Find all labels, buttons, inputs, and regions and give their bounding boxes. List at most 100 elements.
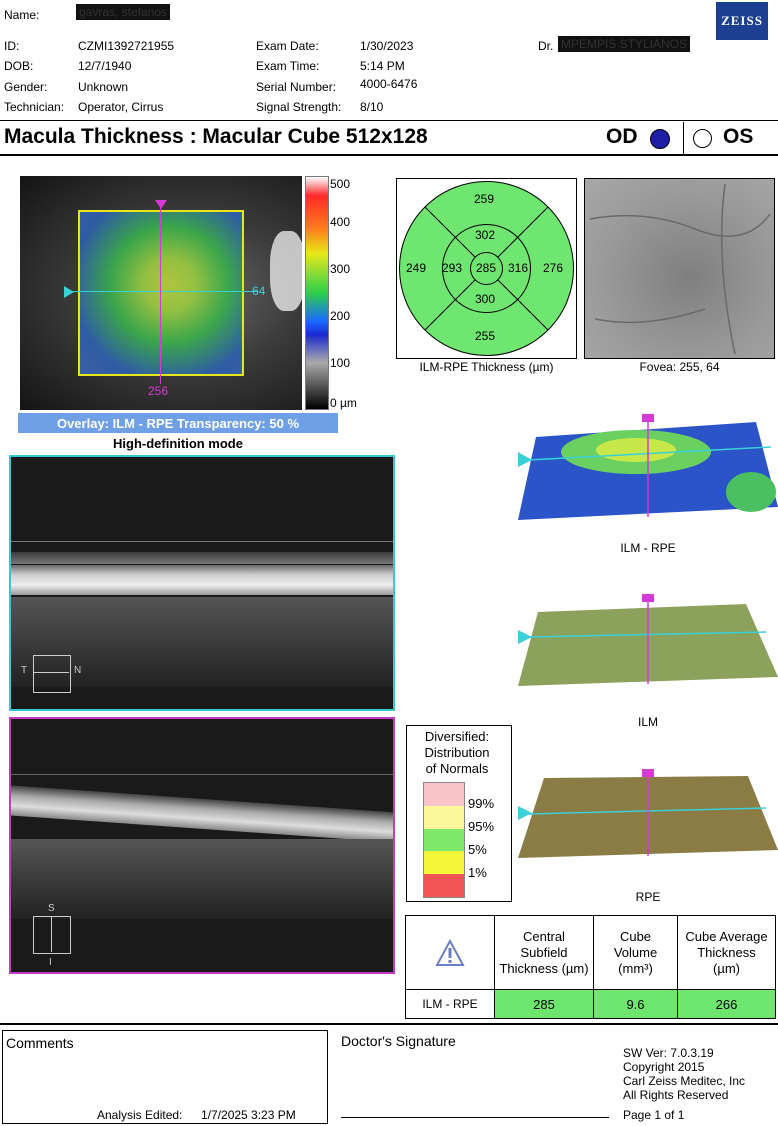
normals-legend: Diversified: Distribution of Normals 99%…: [406, 725, 512, 902]
normals-level-95: 95%: [468, 819, 495, 834]
page-title: Macula Thickness : Macular Cube 512x128: [4, 125, 428, 148]
vitreous-line: [11, 774, 393, 775]
serial-label: Serial Number:: [256, 80, 337, 94]
technician-value: Operator, Cirrus: [78, 100, 164, 114]
vertical-position-label: 256: [148, 384, 169, 398]
horizontal-marker-icon: [64, 286, 74, 298]
technician-label: Technician:: [4, 100, 65, 114]
gender-value: Unknown: [78, 80, 129, 94]
normals-title: Diversified: Distribution of Normals: [407, 729, 507, 777]
vitreous-line: [11, 541, 393, 542]
doctor-label: Dr.: [538, 39, 554, 53]
os-radio-indicator[interactable]: [693, 129, 712, 148]
horizontal-position-label: 64: [252, 284, 266, 298]
central-subfield-header: Central Subfield Thickness (µm): [494, 915, 594, 990]
overlay-caption: Overlay: ILM - RPE Transparency: 50 %: [18, 413, 338, 433]
cube-volume-value: 9.6: [593, 989, 678, 1019]
rpe-layer: [11, 565, 393, 595]
choroid-layer: [11, 839, 393, 919]
signature-line[interactable]: [341, 1117, 609, 1118]
etdrs-outer-bottom: 255: [475, 329, 496, 343]
od-label: OD: [606, 125, 638, 148]
scale-label-500: 500: [330, 177, 351, 191]
dob-value: 12/7/1940: [78, 59, 132, 73]
etdrs-inner-top: 302: [475, 228, 496, 242]
dob-label: DOB:: [4, 59, 34, 73]
warning-cell: [405, 915, 495, 990]
rpe-surface-graphic: [518, 769, 778, 858]
etdrs-inner-bottom: 300: [475, 292, 496, 306]
etdrs-grid-frame: 259 302 249 293 285 316 276 300 255: [396, 178, 577, 359]
normals-band-1-5: [424, 851, 464, 875]
etdrs-caption: ILM-RPE Thickness (µm): [419, 360, 554, 374]
doctor-name: MPEMPIS STYLIANOS: [558, 36, 691, 52]
exam-date-label: Exam Date:: [256, 39, 319, 53]
comments-box[interactable]: Comments Analysis Edited: 1/7/2025 3:23 …: [2, 1030, 328, 1124]
fovea-slo-image: [584, 178, 775, 359]
normals-color-stack: [423, 782, 465, 898]
retina-layer: [11, 552, 393, 564]
etdrs-outer-right: 276: [543, 261, 564, 275]
ilm-rpe-surface-label: ILM - RPE: [620, 541, 676, 555]
company: Carl Zeiss Meditec, Inc: [623, 1074, 746, 1088]
vertical-scan-line: [160, 202, 161, 384]
name-label: Name:: [4, 8, 40, 22]
normals-band-95-99: [424, 805, 464, 829]
etdrs-center: 285: [476, 261, 497, 275]
patient-name-value: gavras, stefanos: [76, 4, 171, 20]
orientation-box: [33, 916, 71, 954]
fovea-vessels: [589, 183, 771, 355]
vertical-bscan[interactable]: S I: [9, 717, 395, 974]
os-label: OS: [723, 125, 754, 148]
rpe-surface-label: RPE: [635, 890, 661, 904]
cube-average-value: 266: [677, 989, 776, 1019]
ilm-rpe-surface: [516, 412, 778, 522]
page-number: Page 1 of 1: [623, 1108, 685, 1122]
optic-disc: [270, 231, 302, 311]
temporal-label: T: [21, 665, 28, 676]
divider: [683, 122, 684, 154]
cube-volume-header: Cube Volume (mm³): [593, 915, 678, 990]
normals-level-99: 99%: [468, 796, 495, 811]
central-subfield-value: 285: [494, 989, 594, 1019]
exam-date-value: 1/30/2023: [360, 39, 414, 53]
scan-area-box: [78, 210, 244, 376]
normals-title-line: of Normals: [425, 761, 489, 776]
choroid-layer: [11, 597, 393, 687]
od-selected-indicator[interactable]: [650, 129, 670, 149]
thickness-overlay: [78, 210, 244, 376]
warning-icon: [435, 938, 465, 966]
scale-label-100: 100: [330, 356, 351, 370]
analysis-edited-label: Analysis Edited:: [97, 1108, 183, 1122]
vertical-marker-icon: [155, 200, 167, 209]
divider: [0, 1023, 778, 1025]
scale-label-400: 400: [330, 215, 351, 229]
etdrs-outer-left: 249: [406, 261, 427, 275]
horizontal-bscan[interactable]: T N: [9, 455, 395, 711]
ilm-surface-label: ILM: [637, 715, 658, 729]
cube-average-header: Cube Average Thickness (µm): [677, 915, 776, 990]
signal-value: 8/10: [360, 100, 384, 114]
normals-band-below-1: [424, 874, 464, 897]
signature-label: Doctor's Signature: [341, 1033, 456, 1049]
normals-level-1: 1%: [468, 865, 487, 880]
etdrs-grid: [399, 181, 574, 356]
normals-title-line: Distribution: [424, 745, 490, 760]
software-version: SW Ver: 7.0.3.19: [623, 1046, 714, 1060]
etdrs-outer-top: 259: [474, 192, 495, 206]
id-value: CZMI1392721955: [78, 39, 175, 53]
normals-level-5: 5%: [468, 842, 487, 857]
results-table: Central Subfield Thickness (µm) Cube Vol…: [405, 915, 776, 1019]
normals-title-line: Diversified:: [424, 729, 490, 744]
superior-label: S: [48, 903, 55, 914]
doctor-name-value: MPEMPIS STYLIANOS: [558, 36, 691, 52]
scale-label-300: 300: [330, 262, 351, 276]
orientation-box: [33, 655, 71, 693]
ilm-surface-graphic: [518, 594, 778, 686]
gender-label: Gender:: [4, 80, 48, 94]
exam-time-value: 5:14 PM: [360, 59, 405, 73]
etdrs-inner-right: 316: [508, 261, 529, 275]
normals-band-above-99: [424, 783, 464, 806]
fovea-caption: Fovea: 255, 64: [639, 360, 720, 374]
exam-time-label: Exam Time:: [256, 59, 320, 73]
